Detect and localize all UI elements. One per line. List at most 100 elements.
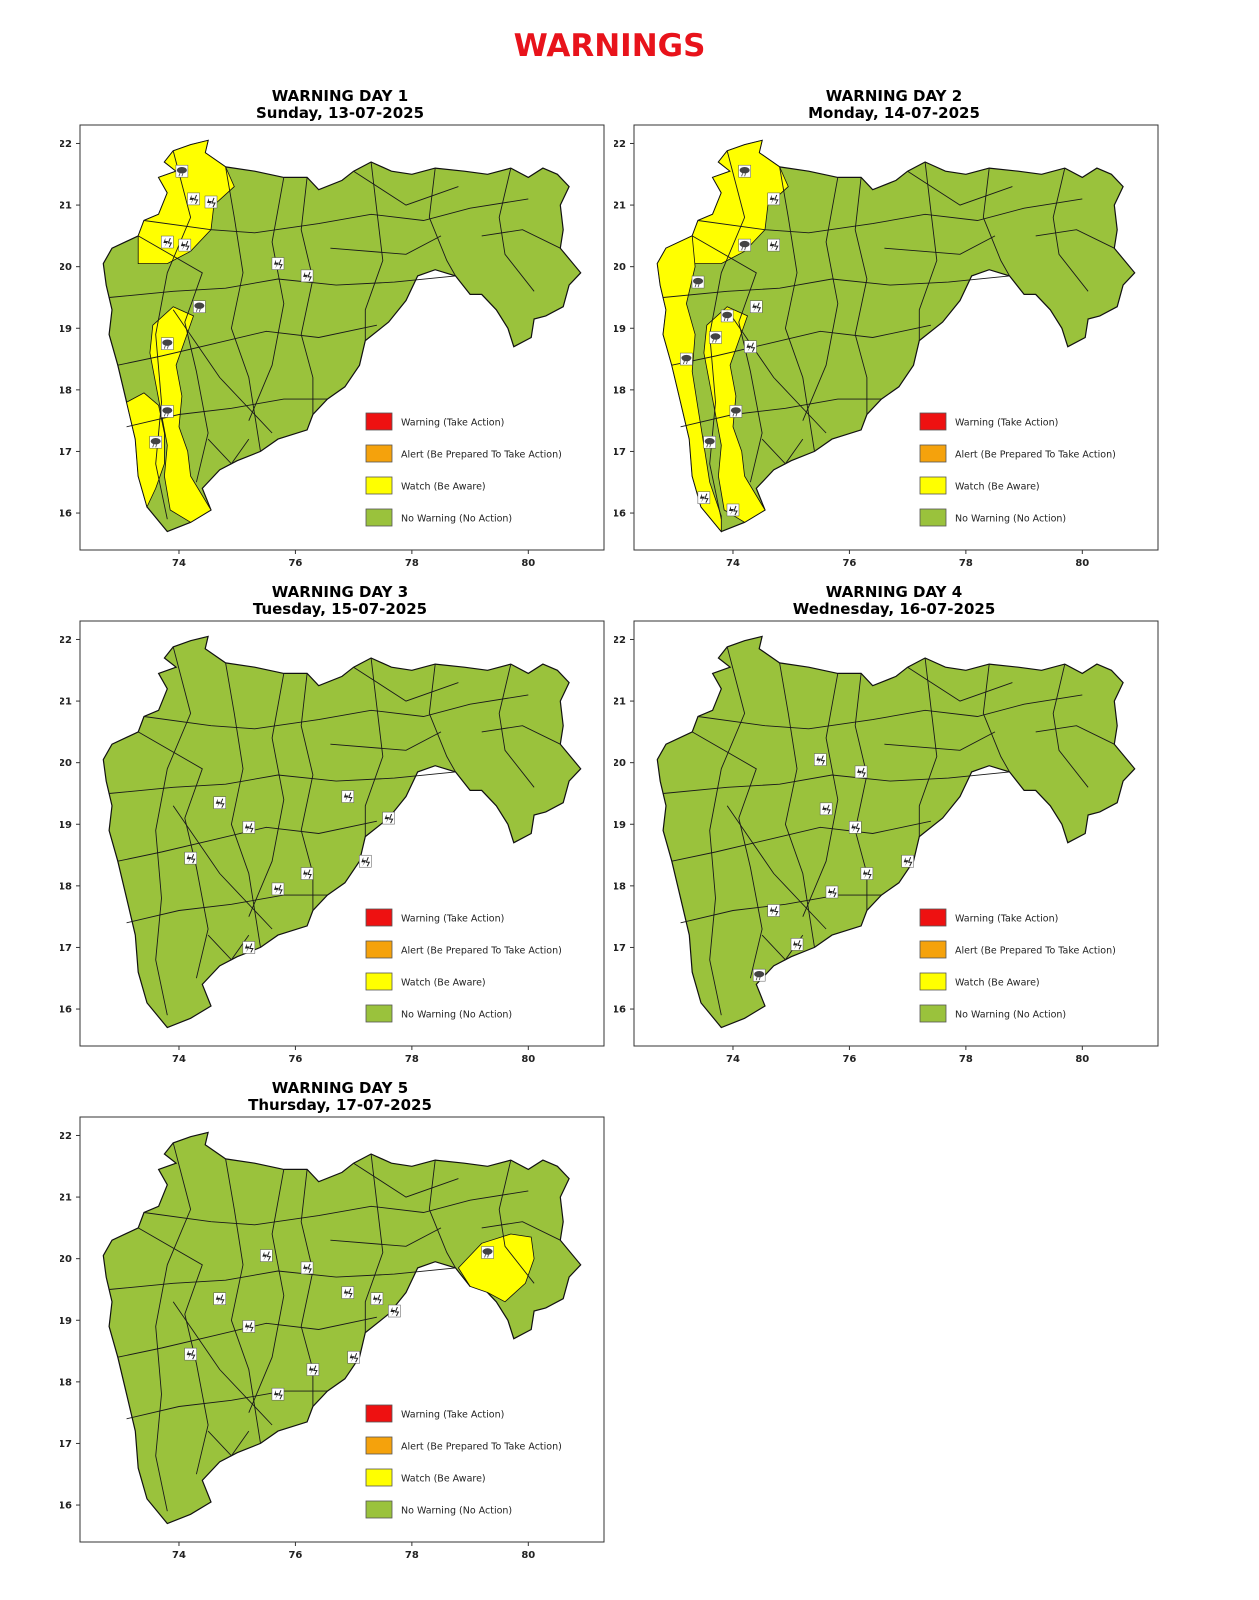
day-label: WARNING DAY 1 [271,87,409,105]
panel-title: WARNING DAY 5 Thursday, 17-07-2025 [60,1080,620,1114]
day-label: WARNING DAY 5 [271,1079,409,1097]
y-tick-label: 17 [60,1439,72,1450]
watch-region [126,392,165,509]
y-tick-label: 19 [60,820,72,831]
x-tick-label: 76 [842,1054,856,1065]
lightning-icon [161,235,174,249]
legend-label: Watch (Be Aware) [401,482,486,493]
y-tick-label: 19 [60,1316,72,1327]
lightning-icon [242,821,256,834]
y-tick-label: 21 [60,1193,72,1204]
district-border [126,398,328,428]
y-tick-label: 19 [614,324,626,335]
x-tick-label: 78 [959,558,973,569]
cloud-rain-icon [709,331,722,344]
legend-swatch [365,1500,393,1519]
x-tick-label: 78 [959,1054,973,1065]
legend-swatch [919,476,947,495]
y-tick-label: 18 [614,385,626,396]
lightning-icon [744,340,757,353]
y-tick-label: 20 [614,262,626,273]
district-border [802,673,839,917]
y-tick-label: 16 [614,509,626,520]
district-border [680,894,882,924]
district-border [143,694,529,730]
district-border [709,646,746,1016]
maharashtra-state [102,1131,582,1525]
district-border [1035,725,1115,745]
x-tick-label: 80 [1075,1054,1089,1065]
legend-label: Alert (Be Prepared To Take Action) [401,450,562,461]
legend-label: Watch (Be Aware) [401,978,486,989]
legend-swatch [365,1004,393,1023]
warning-day-panel: WARNING DAY 2 Monday, 14-07-2025 74 76 78 80 2… [614,88,1174,578]
lightning-icon [819,802,833,816]
legend-label: No Warning (No Action) [955,1010,1066,1021]
legend-swatch [365,1436,393,1455]
x-tick-label: 78 [405,558,419,569]
district-border [248,1169,285,1413]
x-tick-label: 78 [405,1054,419,1065]
district-border [884,235,996,255]
y-tick-label: 22 [60,1131,72,1142]
district-border [364,1153,384,1333]
lightning-icon [347,1350,360,1364]
district-border [779,166,815,452]
y-tick-label: 21 [60,697,72,708]
district-border [207,438,250,465]
lightning-icon [300,1261,314,1275]
lightning-icon [271,882,285,896]
lightning-icon [848,821,862,834]
legend-label: Alert (Be Prepared To Take Action) [401,1442,562,1453]
y-tick-label: 16 [60,1501,72,1512]
warning-day-panel: WARNING DAY 3 Tuesday, 15-07-2025 74 76 78 80… [60,584,620,1074]
warning-day-panel: WARNING DAY 1 Sunday, 13-07-2025 74 76 78 80 2… [60,88,620,578]
district-border [353,1162,459,1198]
district-border [155,646,192,1016]
district-border [663,275,1010,298]
cloud-rain-icon [752,968,766,982]
lightning-icon [187,192,200,206]
legend-label: Watch (Be Aware) [955,978,1040,989]
cloud-rain-icon [720,309,734,323]
district-border [691,731,763,979]
y-tick-label: 17 [60,943,72,954]
district-border [697,694,1083,730]
y-tick-label: 17 [614,447,626,458]
cloud-rain-icon [738,164,751,178]
day-date: Monday, 14-07-2025 [808,104,980,122]
lightning-icon [178,238,192,252]
district-border [248,177,285,421]
x-tick-label: 76 [842,558,856,569]
district-border [143,198,529,234]
y-tick-label: 17 [614,943,626,954]
day-label: WARNING DAY 2 [825,87,963,105]
district-border [330,1227,442,1247]
district-border [663,771,1010,794]
y-tick-label: 16 [614,1005,626,1016]
district-border [109,275,456,298]
y-tick-label: 21 [60,201,72,212]
warning-map: 74 76 78 80 22 21 20 19 18 17 16 Warning (Take Acti… [60,124,605,569]
y-tick-label: 18 [614,881,626,892]
district-border [364,161,384,341]
legend-swatch [919,908,947,927]
y-tick-label: 22 [614,635,626,646]
legend-label: Warning (Take Action) [955,418,1058,429]
legend-label: Warning (Take Action) [401,418,504,429]
lightning-icon [790,938,804,951]
x-tick-label: 74 [172,558,186,569]
maharashtra-state [102,635,582,1029]
district-border [143,1190,529,1226]
lightning-icon [341,1286,355,1299]
district-border [1035,229,1115,249]
lightning-icon [901,854,914,868]
day-label: WARNING DAY 4 [825,583,963,601]
district-border [353,666,459,702]
district-border [172,1301,273,1426]
panel-title: WARNING DAY 1 Sunday, 13-07-2025 [60,88,620,122]
district-border [300,177,314,415]
day-date: Thursday, 17-07-2025 [248,1096,432,1114]
warning-map: 74 76 78 80 22 21 20 19 18 17 16 Warning (Take Acti… [614,620,1159,1065]
lightning-icon [860,867,874,880]
